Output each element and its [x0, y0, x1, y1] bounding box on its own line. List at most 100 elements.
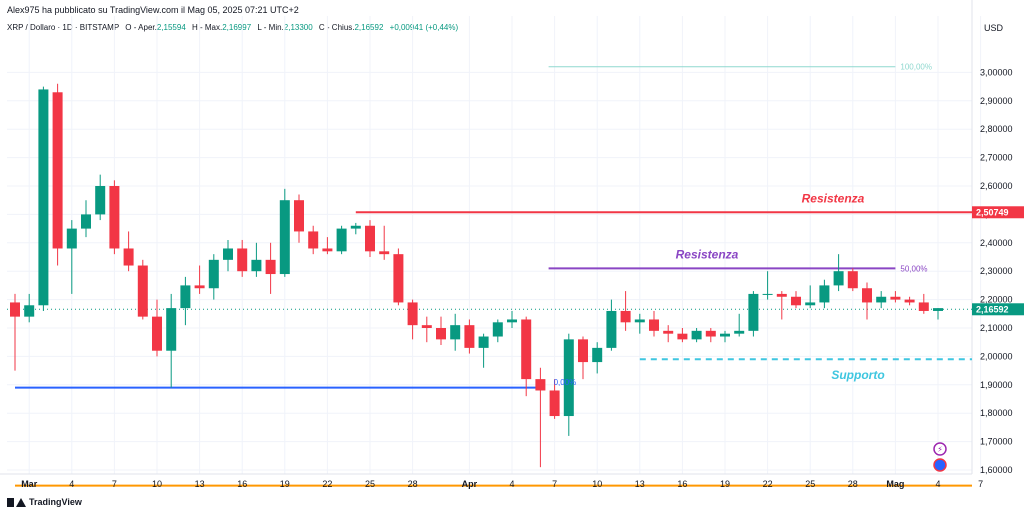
- candle-body: [194, 285, 205, 289]
- open-label: O - Aper.: [125, 23, 157, 32]
- symbol-name[interactable]: XRP / Dollaro · 1D · BITSTAMP: [7, 23, 120, 32]
- y-tick-label: 2,90000: [980, 96, 1013, 106]
- price-axis[interactable]: 1,60000 1,70000 1,80000 1,90000 2,00000 2,100…: [972, 23, 1024, 475]
- chart-icons: ⚡: [933, 442, 947, 472]
- candle-body: [904, 299, 915, 303]
- x-tick-label: 13: [195, 479, 205, 489]
- x-tick-label: 25: [365, 479, 375, 489]
- annotation-label: Supporto: [831, 368, 884, 382]
- y-tick-label: 2,30000: [980, 266, 1013, 276]
- candle-body: [705, 330, 716, 337]
- candle-body: [38, 89, 49, 306]
- candle-body: [762, 293, 773, 295]
- price-unit-label: USD: [984, 23, 1004, 33]
- candle-body: [436, 328, 446, 340]
- candle-body: [933, 308, 943, 311]
- candle-body: [776, 293, 787, 297]
- candle-body: [52, 92, 63, 249]
- x-tick-label: 22: [322, 479, 332, 489]
- x-tick-label: 22: [763, 479, 773, 489]
- flag-event-icon: [933, 458, 947, 472]
- x-tick-label: 28: [848, 479, 858, 489]
- x-tick-label: 7: [978, 479, 983, 489]
- x-tick-label: Mar: [21, 479, 38, 489]
- candle-body: [649, 319, 659, 331]
- high-label: H - Max.: [192, 23, 223, 32]
- candle-body: [223, 248, 233, 260]
- candle-body: [152, 316, 162, 351]
- resistance-price-text: 2,50749: [976, 207, 1009, 217]
- close-label: C - Chius.: [318, 23, 355, 32]
- candle-body: [294, 200, 304, 232]
- x-tick-label: Apr: [462, 479, 478, 489]
- candle-body: [464, 325, 475, 348]
- candles: [10, 83, 943, 468]
- candle-body: [606, 310, 617, 348]
- y-tick-label: 1,70000: [980, 437, 1013, 447]
- candle-body: [478, 336, 489, 348]
- fib-level-label: 50,00%: [900, 264, 927, 273]
- tradingview-logo-icon: [7, 497, 26, 507]
- close-value: 2,16592: [354, 23, 384, 32]
- candle-body: [180, 285, 191, 309]
- candle-body: [137, 265, 148, 317]
- candle-body: [663, 330, 674, 334]
- candle-body: [10, 302, 20, 317]
- candle-body: [535, 379, 546, 391]
- candle-body: [791, 296, 801, 306]
- candle-body: [365, 225, 375, 252]
- low-label: L - Min.: [257, 23, 284, 32]
- y-tick-label: 1,60000: [980, 465, 1013, 475]
- x-tick-label: 10: [152, 479, 162, 489]
- x-tick-label: 4: [69, 479, 74, 489]
- x-tick-label: 16: [237, 479, 247, 489]
- candle-body: [634, 319, 645, 323]
- candle-body: [251, 259, 262, 272]
- annotation-label: Resistenza: [802, 191, 865, 205]
- fib-level-label: 0,00%: [554, 378, 577, 387]
- candle-body: [620, 310, 631, 323]
- fib-level-label: 100,00%: [900, 63, 932, 72]
- candle-body: [720, 333, 730, 337]
- candle-body: [450, 325, 461, 340]
- time-axis[interactable]: Mar 4 7 10 13 16 19 22 25 28 Apr 4 7 10 13 16 19 22 25 28 Ma…: [21, 479, 983, 489]
- candle-body: [95, 186, 106, 215]
- candle-body: [819, 285, 830, 303]
- y-tick-label: 2,20000: [980, 295, 1013, 305]
- grid: [0, 0, 982, 475]
- y-tick-label: 2,00000: [980, 351, 1013, 361]
- lightning-glyph: ⚡: [937, 445, 943, 454]
- candle-body: [890, 296, 901, 300]
- annotation-lines: [7, 66, 972, 487]
- x-tick-label: 28: [408, 479, 418, 489]
- candle-body: [847, 271, 858, 289]
- candle-body: [549, 390, 560, 417]
- x-tick-label: 4: [935, 479, 940, 489]
- candle-body: [876, 296, 887, 303]
- x-tick-label: 10: [592, 479, 602, 489]
- candle-body: [677, 333, 688, 340]
- x-tick-label: 19: [720, 479, 730, 489]
- y-tick-label: 2,40000: [980, 238, 1013, 248]
- resistance-price-tag: [972, 206, 1024, 219]
- candle-body: [379, 251, 390, 255]
- candle-body: [393, 254, 404, 303]
- annotation-label: Resistenza: [676, 247, 739, 261]
- candle-body: [691, 330, 702, 340]
- candle-body: [279, 200, 290, 275]
- y-tick-label: 2,80000: [980, 124, 1013, 134]
- publisher-line: Alex975 ha pubblicato su TradingView.com…: [7, 5, 299, 15]
- candle-body: [208, 259, 219, 289]
- candle-body: [81, 214, 91, 229]
- candle-body: [237, 248, 248, 272]
- y-tick-label: 1,90000: [980, 380, 1013, 390]
- y-tick-label: 1,80000: [980, 408, 1013, 418]
- y-tick-label: 3,00000: [980, 67, 1013, 77]
- x-tick-label: 16: [677, 479, 687, 489]
- candle-body: [421, 325, 432, 328]
- candle-body: [748, 293, 759, 331]
- candle-body: [109, 186, 120, 249]
- candle-body: [805, 302, 816, 306]
- candle-body: [492, 322, 503, 337]
